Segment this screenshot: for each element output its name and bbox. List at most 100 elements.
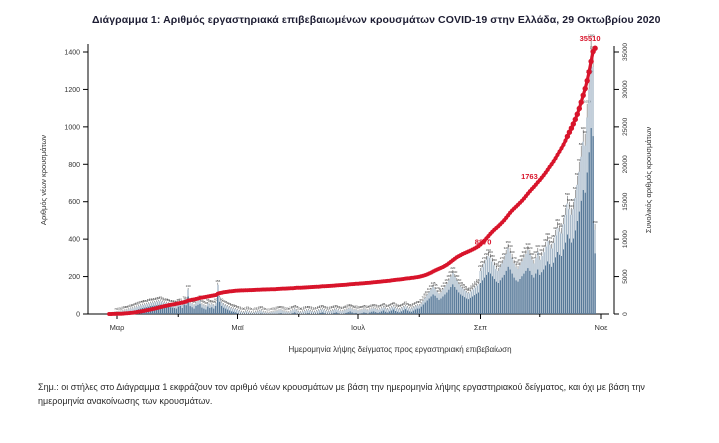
svg-text:20: 20 bbox=[352, 305, 356, 309]
svg-text:25: 25 bbox=[398, 304, 402, 308]
svg-text:156: 156 bbox=[215, 279, 220, 283]
svg-text:Νοε: Νοε bbox=[595, 323, 609, 332]
svg-text:1763: 1763 bbox=[521, 172, 538, 181]
svg-text:20: 20 bbox=[307, 305, 311, 309]
svg-text:12: 12 bbox=[301, 306, 305, 310]
svg-text:25: 25 bbox=[378, 304, 382, 308]
svg-text:130: 130 bbox=[186, 284, 191, 288]
svg-text:8: 8 bbox=[288, 307, 290, 311]
svg-text:200: 200 bbox=[68, 274, 80, 281]
svg-text:28: 28 bbox=[410, 303, 414, 307]
svg-text:18: 18 bbox=[317, 305, 321, 309]
svg-text:12: 12 bbox=[119, 306, 123, 310]
svg-text:270: 270 bbox=[512, 256, 517, 260]
svg-text:Αριθμός νέων κρουσμάτων: Αριθμός νέων κρουσμάτων bbox=[39, 135, 48, 225]
svg-text:16: 16 bbox=[339, 306, 343, 310]
svg-text:50: 50 bbox=[222, 299, 226, 303]
svg-text:48: 48 bbox=[208, 300, 212, 304]
svg-text:8: 8 bbox=[264, 307, 266, 311]
svg-text:36: 36 bbox=[402, 302, 406, 306]
svg-text:35: 35 bbox=[228, 302, 232, 306]
svg-text:15: 15 bbox=[309, 306, 313, 310]
svg-text:430: 430 bbox=[559, 224, 564, 228]
svg-text:12: 12 bbox=[273, 306, 277, 310]
svg-text:22: 22 bbox=[376, 304, 380, 308]
svg-text:45: 45 bbox=[212, 300, 216, 304]
svg-text:140: 140 bbox=[472, 282, 477, 286]
svg-text:480: 480 bbox=[561, 214, 566, 218]
svg-text:690: 690 bbox=[575, 172, 580, 176]
svg-text:52: 52 bbox=[145, 299, 149, 303]
svg-text:30: 30 bbox=[131, 303, 135, 307]
svg-text:135: 135 bbox=[433, 283, 438, 287]
svg-text:20: 20 bbox=[337, 305, 341, 309]
svg-text:840: 840 bbox=[579, 142, 584, 146]
svg-text:15: 15 bbox=[281, 306, 285, 310]
svg-text:560: 560 bbox=[571, 198, 576, 202]
svg-text:14: 14 bbox=[315, 306, 319, 310]
svg-text:10: 10 bbox=[271, 307, 275, 311]
svg-text:160: 160 bbox=[476, 278, 481, 282]
svg-text:200: 200 bbox=[448, 270, 453, 274]
svg-text:40: 40 bbox=[226, 301, 230, 305]
svg-text:45: 45 bbox=[224, 300, 228, 304]
svg-text:35: 35 bbox=[382, 302, 386, 306]
svg-text:42: 42 bbox=[404, 301, 408, 305]
svg-text:18: 18 bbox=[343, 305, 347, 309]
svg-text:145: 145 bbox=[431, 281, 436, 285]
svg-text:45: 45 bbox=[139, 300, 143, 304]
svg-text:15: 15 bbox=[289, 306, 293, 310]
svg-text:25: 25 bbox=[362, 304, 366, 308]
svg-text:35: 35 bbox=[390, 302, 394, 306]
svg-text:125: 125 bbox=[462, 285, 467, 289]
svg-text:32: 32 bbox=[394, 303, 398, 307]
svg-text:1200: 1200 bbox=[64, 87, 80, 94]
svg-text:26: 26 bbox=[346, 304, 350, 308]
svg-text:130: 130 bbox=[429, 284, 434, 288]
svg-text:60: 60 bbox=[179, 297, 183, 301]
svg-text:18: 18 bbox=[366, 305, 370, 309]
svg-text:130: 130 bbox=[440, 284, 445, 288]
svg-text:55: 55 bbox=[167, 298, 171, 302]
svg-text:22: 22 bbox=[344, 304, 348, 308]
svg-text:12: 12 bbox=[244, 306, 248, 310]
svg-text:60: 60 bbox=[163, 297, 167, 301]
svg-text:60: 60 bbox=[214, 297, 218, 301]
svg-text:330: 330 bbox=[508, 244, 513, 248]
svg-text:60: 60 bbox=[220, 297, 224, 301]
svg-text:52: 52 bbox=[169, 299, 173, 303]
svg-text:30: 30 bbox=[408, 303, 412, 307]
svg-text:70: 70 bbox=[422, 295, 426, 299]
svg-text:600: 600 bbox=[68, 199, 80, 206]
svg-text:52: 52 bbox=[210, 299, 214, 303]
svg-text:45: 45 bbox=[192, 300, 196, 304]
svg-text:900: 900 bbox=[583, 130, 588, 134]
svg-text:25: 25 bbox=[350, 304, 354, 308]
svg-text:10: 10 bbox=[248, 307, 252, 311]
svg-text:110: 110 bbox=[466, 288, 471, 292]
svg-text:Ιουλ: Ιουλ bbox=[351, 323, 365, 332]
svg-text:18: 18 bbox=[123, 305, 127, 309]
svg-text:1380: 1380 bbox=[588, 34, 595, 38]
svg-text:15: 15 bbox=[121, 306, 125, 310]
svg-text:38: 38 bbox=[135, 301, 139, 305]
svg-text:35510: 35510 bbox=[580, 34, 601, 43]
svg-text:7: 7 bbox=[114, 307, 116, 311]
svg-text:160: 160 bbox=[444, 278, 449, 282]
svg-text:20: 20 bbox=[279, 305, 283, 309]
svg-text:310: 310 bbox=[486, 248, 491, 252]
svg-text:28: 28 bbox=[232, 303, 236, 307]
svg-text:390: 390 bbox=[545, 232, 550, 236]
svg-text:12: 12 bbox=[327, 306, 331, 310]
svg-text:65: 65 bbox=[155, 296, 159, 300]
svg-text:800: 800 bbox=[68, 162, 80, 169]
svg-text:370: 370 bbox=[547, 236, 552, 240]
svg-text:300: 300 bbox=[510, 250, 515, 254]
svg-text:290: 290 bbox=[529, 252, 534, 256]
svg-text:20: 20 bbox=[323, 305, 327, 309]
svg-text:270: 270 bbox=[500, 256, 505, 260]
svg-text:45: 45 bbox=[416, 300, 420, 304]
svg-text:100: 100 bbox=[425, 290, 430, 294]
svg-text:1000: 1000 bbox=[64, 124, 80, 131]
